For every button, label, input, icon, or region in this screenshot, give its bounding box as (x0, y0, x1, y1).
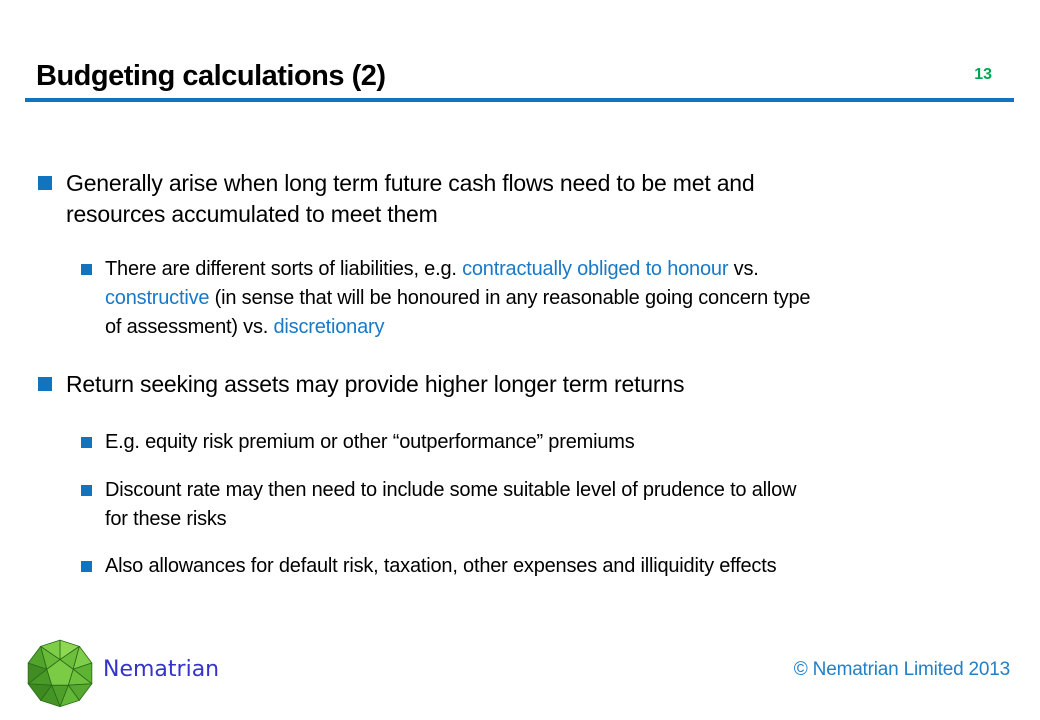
bullet-text: E.g. equity risk premium or other “outpe… (105, 431, 635, 453)
sub-bullet-item: E.g. equity risk premium or other “outpe… (0, 428, 1040, 457)
highlighted-term: contractually obliged to honour (462, 258, 729, 280)
slide-body: Generally arise when long term future ca… (0, 168, 1040, 581)
bullet-text: There are different sorts of liabilities… (105, 258, 811, 338)
blue-square-bullet-icon (81, 561, 92, 572)
bullet-text: Also allowances for default risk, taxati… (105, 555, 777, 577)
brand-name: Nematrian (103, 657, 220, 682)
highlighted-term: constructive (105, 287, 210, 309)
bullet-item: Return seeking assets may provide higher… (0, 369, 1040, 400)
blue-square-bullet-icon (38, 377, 52, 391)
bullet-item: Generally arise when long term future ca… (0, 168, 1040, 230)
copyright-notice: © Nematrian Limited 2013 (793, 659, 1010, 680)
bullet-text: Generally arise when long term future ca… (66, 170, 755, 227)
nematrian-polyhedron-logo-icon (27, 639, 93, 708)
sub-bullet-item: There are different sorts of liabilities… (0, 255, 1040, 342)
bullet-text: Return seeking assets may provide higher… (66, 371, 685, 397)
blue-square-bullet-icon (81, 264, 92, 275)
page-number: 13 (974, 66, 992, 83)
blue-square-bullet-icon (81, 437, 92, 448)
page-title: Budgeting calculations (2) (36, 60, 386, 92)
sub-bullet-item: Discount rate may then need to include s… (0, 476, 1040, 534)
title-divider (25, 98, 1014, 102)
blue-square-bullet-icon (38, 176, 52, 190)
bullet-text: Discount rate may then need to include s… (105, 479, 797, 530)
blue-square-bullet-icon (81, 485, 92, 496)
sub-bullet-item: Also allowances for default risk, taxati… (0, 552, 1040, 581)
highlighted-term: discretionary (273, 316, 385, 338)
